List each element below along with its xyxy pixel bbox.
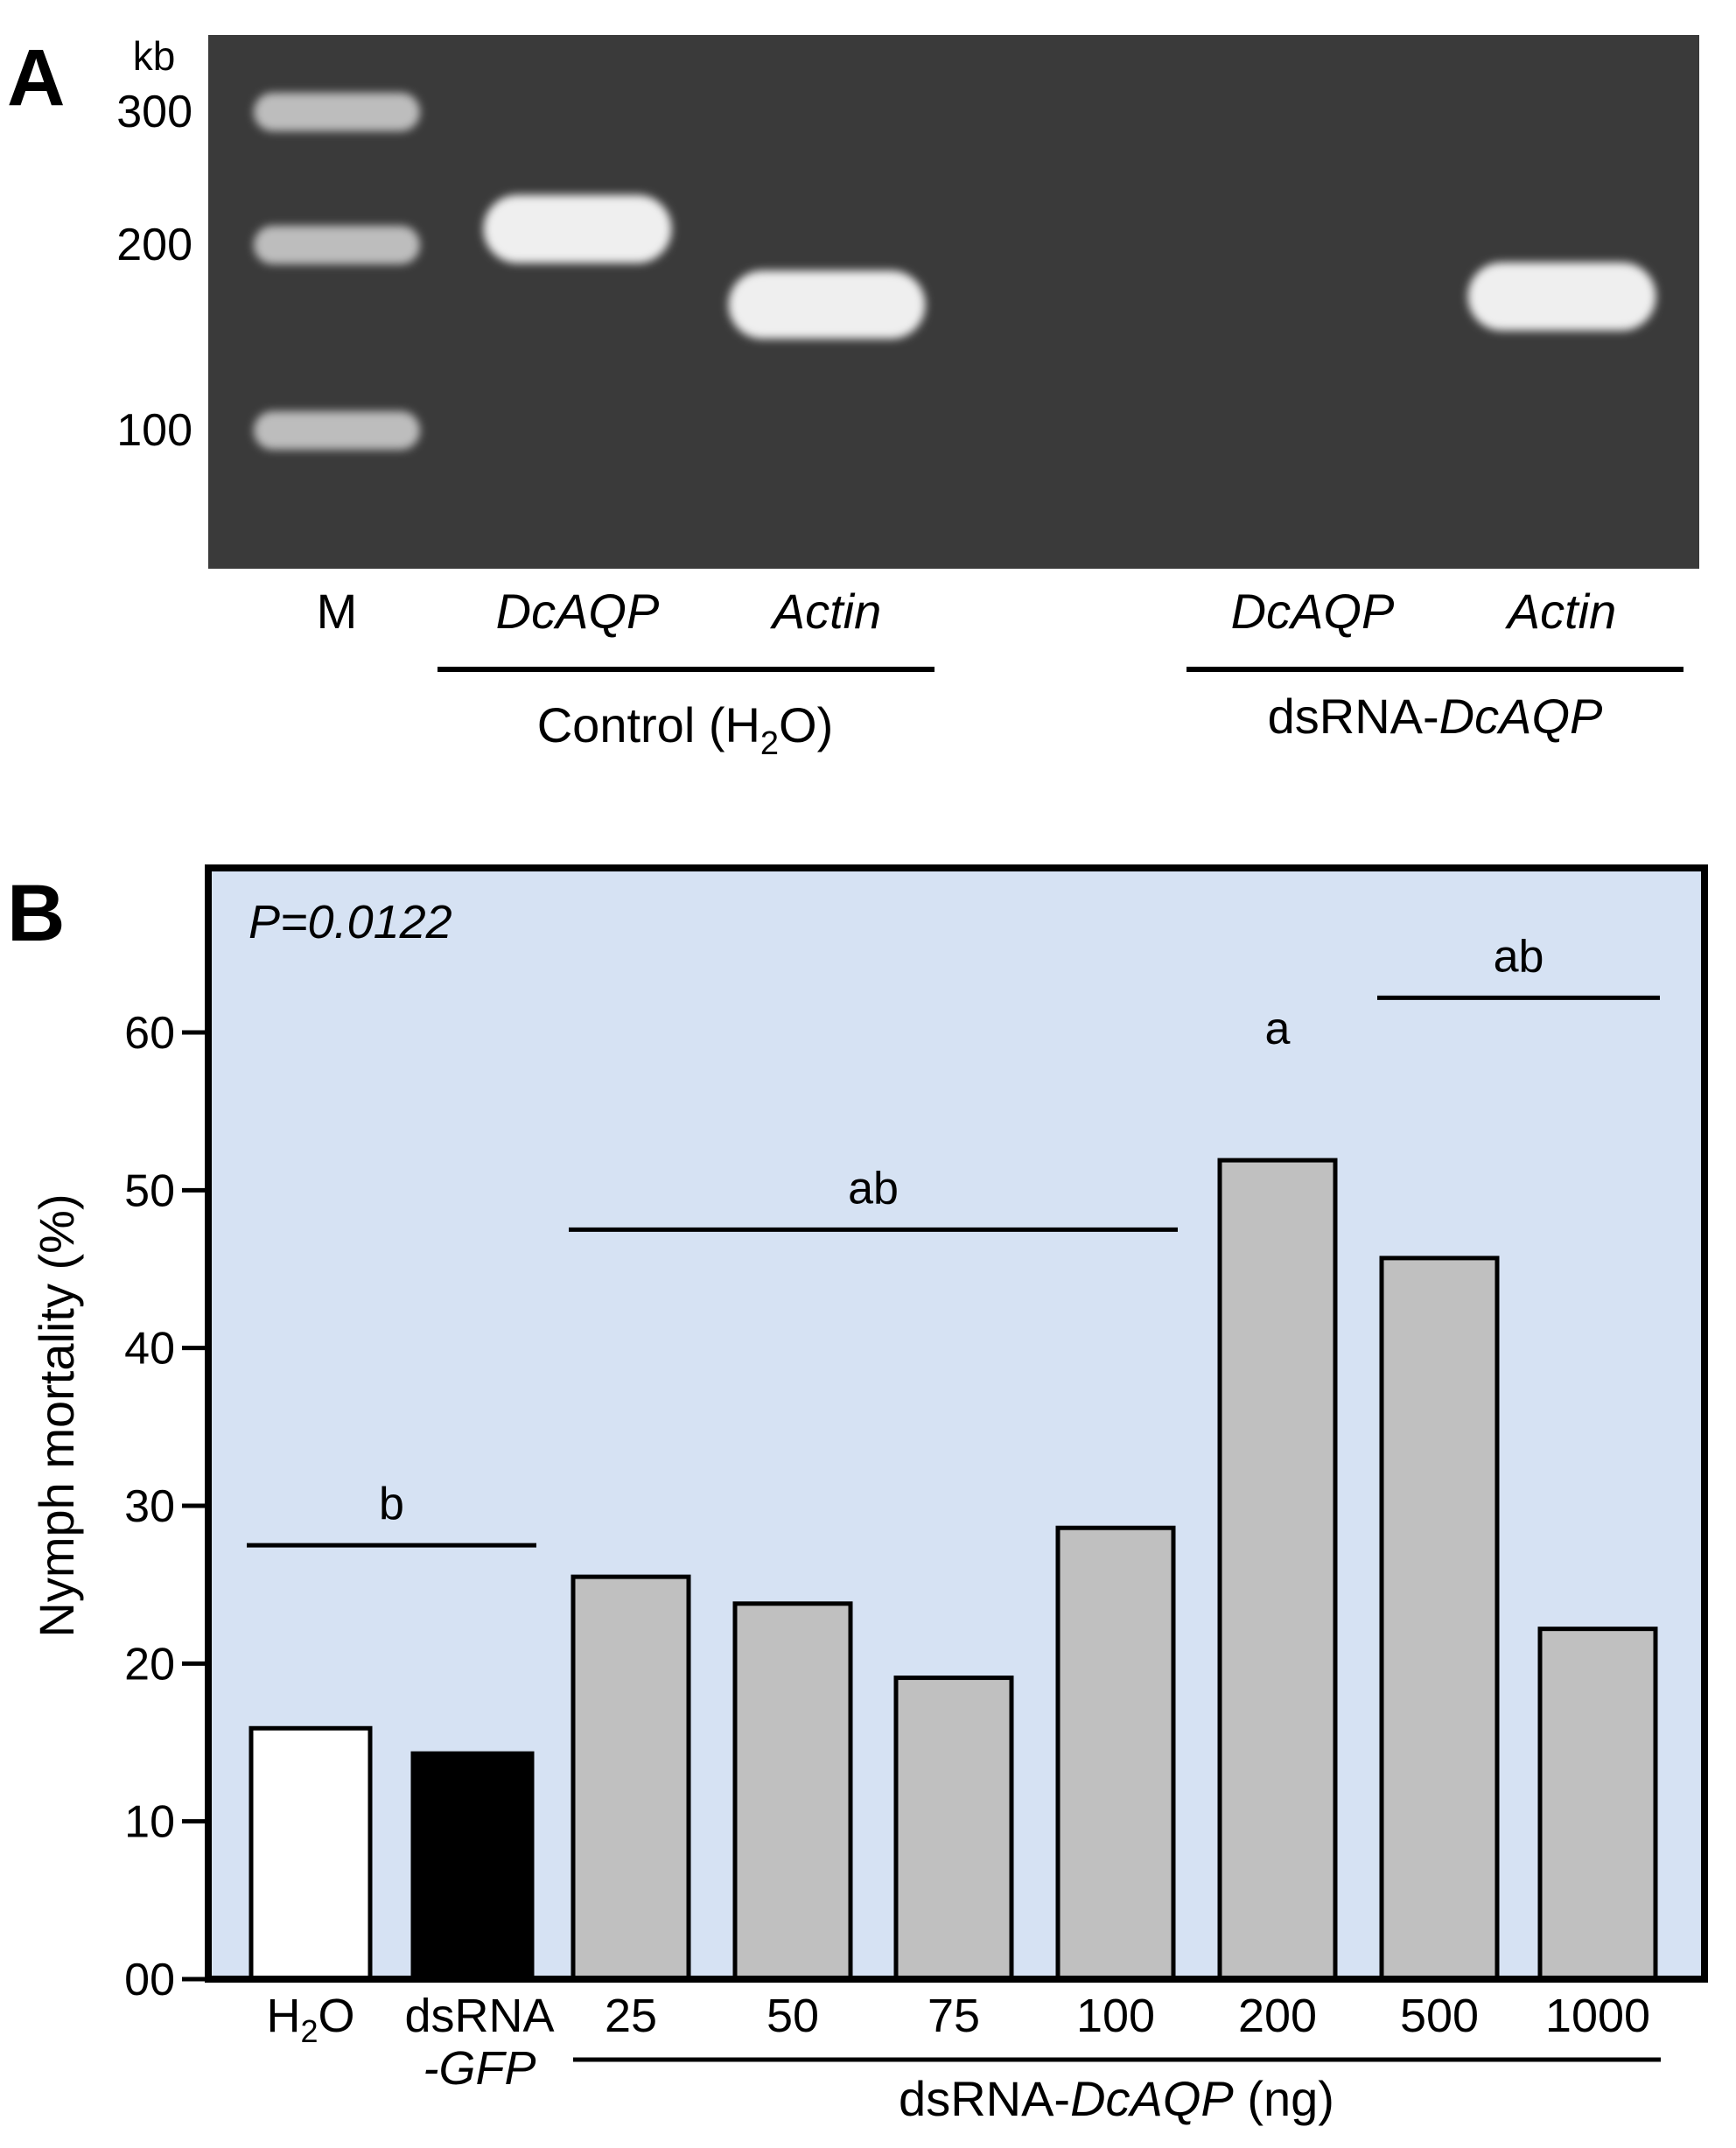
group-label-control: Control (H2O) bbox=[537, 697, 834, 762]
group-label-text: dsRNA- bbox=[1268, 689, 1439, 744]
subscript: 2 bbox=[760, 725, 779, 762]
bar-200 bbox=[1217, 1158, 1338, 1982]
x-tick-label-text: dsRNA bbox=[404, 1990, 554, 2042]
y-tick-label: 40 bbox=[124, 1324, 175, 1375]
bar-100 bbox=[1055, 1525, 1176, 1982]
bar-1000 bbox=[1537, 1627, 1658, 1982]
lane-label: Actin bbox=[770, 584, 882, 639]
x-tick-label: 1000 bbox=[1545, 1990, 1650, 2042]
x-tick-label: 200 bbox=[1238, 1990, 1317, 2042]
ladder-size-label: 100 bbox=[116, 405, 192, 456]
y-tick-label: 50 bbox=[124, 1165, 175, 1216]
x-axis-title-italic: DcAQP bbox=[1070, 2071, 1234, 2126]
x-tick-label: 50 bbox=[766, 1990, 819, 2042]
ladder-band bbox=[254, 93, 420, 131]
ladder-band bbox=[254, 411, 420, 450]
ladder-band bbox=[254, 226, 420, 264]
lane-label: M bbox=[317, 584, 358, 639]
bar-75 bbox=[893, 1676, 1014, 1982]
lane-label: DcAQP bbox=[1231, 584, 1395, 639]
bar-500 bbox=[1379, 1256, 1500, 1982]
x-tick-label-text: H bbox=[266, 1990, 300, 2042]
x-axis-title-text: dsRNA- bbox=[899, 2071, 1070, 2126]
y-tick-label: 60 bbox=[124, 1008, 175, 1059]
x-tick-label: 100 bbox=[1076, 1990, 1155, 2042]
subscript: 2 bbox=[300, 2013, 318, 2049]
ladder-size-label: 300 bbox=[116, 87, 192, 137]
gel-unit-label: kb bbox=[133, 33, 176, 79]
group-label-text: O) bbox=[779, 697, 833, 752]
significance-letter: ab bbox=[848, 1163, 899, 1214]
x-tick-label-italic: -GFP bbox=[424, 2042, 536, 2095]
gel-band bbox=[483, 194, 672, 263]
ladder-size-label: 200 bbox=[116, 220, 192, 270]
x-axis-title: dsRNA-DcAQP (ng) bbox=[899, 2071, 1334, 2126]
x-tick-label: 75 bbox=[928, 1990, 980, 2042]
x-tick-label: 25 bbox=[605, 1990, 657, 2042]
significance-letter: ab bbox=[1494, 931, 1544, 982]
lane-label: Actin bbox=[1505, 584, 1617, 639]
group-label-text: Control (H bbox=[537, 697, 760, 752]
significance-letter: a bbox=[1265, 1004, 1291, 1054]
y-tick-label: 30 bbox=[124, 1481, 175, 1532]
gel-image bbox=[208, 35, 1699, 569]
panel-b-bar-chart: B P=0.0122 b ab a ab 00 10 20 30 40 50 60 Nymph morta… bbox=[7, 864, 1708, 2126]
panel-a-label: A bbox=[7, 33, 65, 122]
x-tick-label: 500 bbox=[1400, 1990, 1479, 2042]
y-tick-label: 20 bbox=[124, 1639, 175, 1690]
x-tick-label-text: O bbox=[318, 1990, 355, 2042]
group-label-dsrna: dsRNA-DcAQP bbox=[1268, 689, 1603, 744]
x-axis-title-unit: (ng) bbox=[1234, 2071, 1334, 2126]
significance-letter: b bbox=[379, 1479, 404, 1529]
plot-frame bbox=[205, 864, 1708, 1983]
bar-h2o bbox=[248, 1725, 373, 1982]
gel-band bbox=[1467, 262, 1656, 331]
p-value-annotation: P=0.0122 bbox=[248, 896, 452, 948]
x-tick-label-h2o: H2O bbox=[266, 1990, 354, 2049]
bar-50 bbox=[732, 1601, 853, 1982]
panel-b-label: B bbox=[7, 869, 65, 958]
bar-dsrna-gfp bbox=[410, 1751, 535, 1982]
y-tick-label: 00 bbox=[124, 1955, 175, 2005]
bar-25 bbox=[570, 1574, 691, 1982]
y-tick-label: 10 bbox=[124, 1797, 175, 1848]
gel-band bbox=[728, 270, 926, 339]
group-label-italic: DcAQP bbox=[1439, 689, 1603, 744]
x-tick-label-dsrna-gfp: dsRNA -GFP bbox=[404, 1990, 554, 2095]
y-axis-title: Nymph mortality (%) bbox=[29, 1193, 84, 1637]
lane-label: DcAQP bbox=[496, 584, 660, 639]
